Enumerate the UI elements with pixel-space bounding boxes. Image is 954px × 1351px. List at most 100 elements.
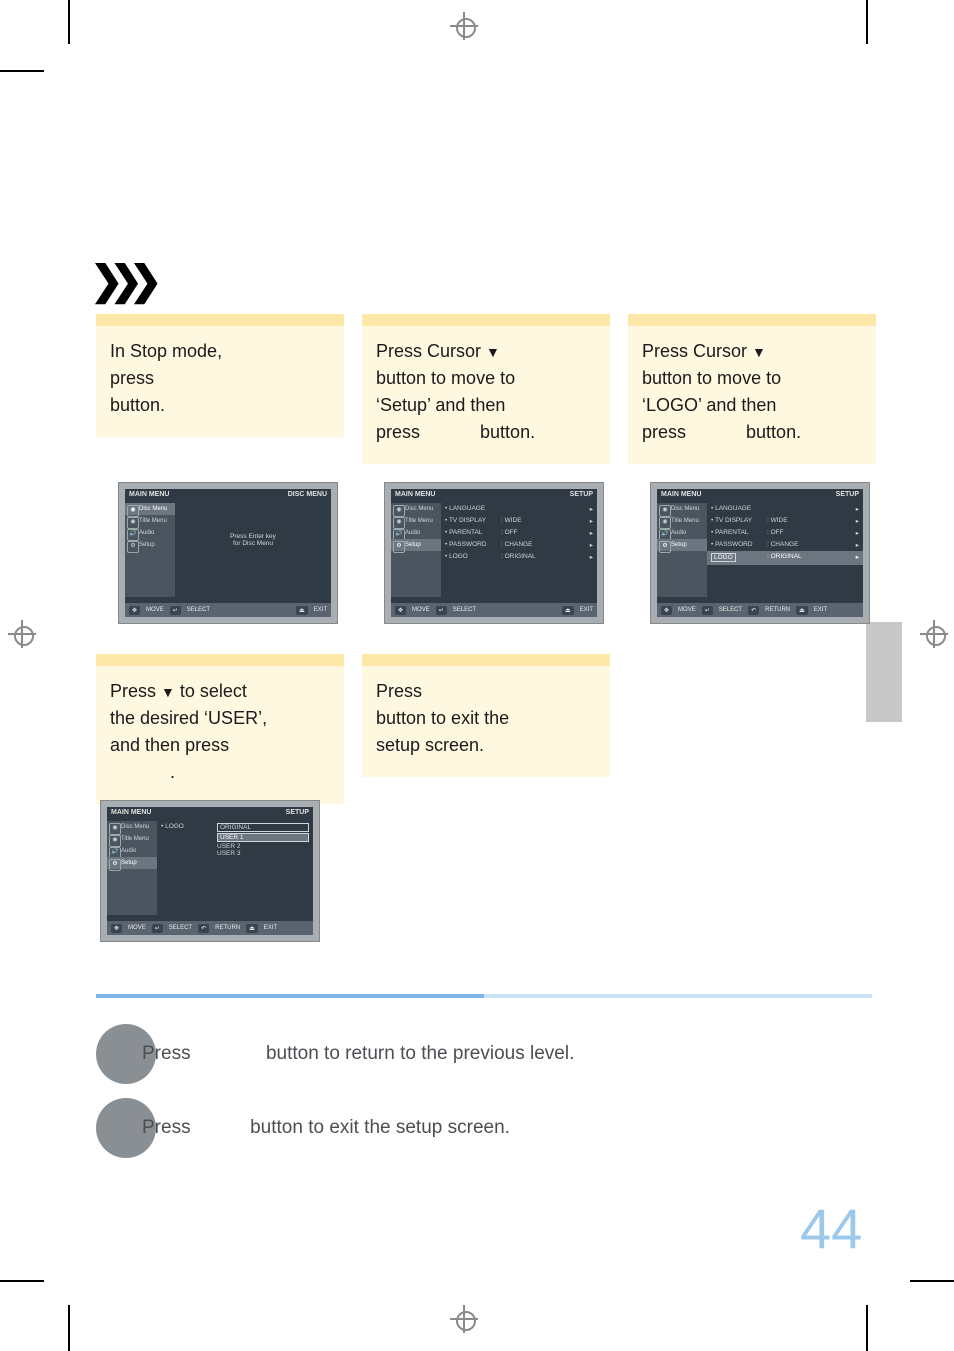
osd-row: • PASSWORD: CHANGE▸ <box>441 539 597 551</box>
info-text: Press button to return to the previous l… <box>138 1043 574 1065</box>
osd-side-title-menu: ◉Title Menu <box>657 515 707 527</box>
step-text: button. <box>110 392 330 419</box>
osd-option: USER 2 <box>217 843 309 850</box>
osd-sidebar: ◉Disc Menu ◉Title Menu 🔊Audio ⚙Setup <box>391 503 441 597</box>
crop-mark <box>866 1305 868 1351</box>
cursor-down-icon: ▼ <box>486 344 500 360</box>
osd-footer: ✥MOVE ↵SELECT ⏏EXIT <box>391 603 597 617</box>
osd-row: • LOGO ORIGINAL USER 1 USER 2 USER 3 <box>157 821 313 859</box>
step-text: press button. <box>642 419 862 446</box>
gear-icon: ⚙ <box>659 541 671 553</box>
osd-row-selected: LOGO : ORIGINAL ▸ <box>707 551 863 565</box>
osd-title: SETUP <box>286 809 309 816</box>
step-text: and then press <box>110 732 330 759</box>
osd-brand: MAIN MENU <box>395 491 435 498</box>
step-text: Press Cursor ▼ <box>376 338 596 365</box>
step-body: In Stop mode, press button. <box>96 326 344 437</box>
osd-sidebar: ◉Disc Menu ◉Title Menu 🔊Audio ⚙Setup <box>657 503 707 597</box>
step-body: Press Cursor ▼ button to move to ‘Setup’… <box>362 326 610 464</box>
osd-main: • LANGUAGE▸ • TV DISPLAY: WIDE▸ • PARENT… <box>707 503 863 597</box>
osd-exit-chip: ⏏ <box>796 606 808 615</box>
step-text: Press ▼ to select <box>110 678 330 705</box>
osd-title: SETUP <box>570 491 593 498</box>
osd-row: • PASSWORD: CHANGE▸ <box>707 539 863 551</box>
step-text: button to move to <box>376 365 596 392</box>
osd-footer: ✥MOVE ↵SELECT ⏏EXIT <box>125 603 331 617</box>
crop-mark <box>68 0 70 44</box>
osd-footer: ✥MOVE ↵SELECT ↶RETURN ⏏EXIT <box>107 921 313 935</box>
step-text: button to move to <box>642 365 862 392</box>
osd-message: Press Enter key <box>175 533 331 540</box>
gear-icon: ⚙ <box>127 541 139 553</box>
osd-move-chip: ✥ <box>111 924 122 933</box>
osd-sidebar: ◉Disc Menu ◉Title Menu 🔊Audio ⚙Setup <box>107 821 157 915</box>
gear-icon: ⚙ <box>393 541 405 553</box>
osd-side-disc-menu: ◉Disc Menu <box>125 503 175 515</box>
osd-side-disc-menu: ◉Disc Menu <box>391 503 441 515</box>
step-band <box>362 314 610 326</box>
osd-side-audio: 🔊Audio <box>107 845 157 857</box>
osd-row: • LANGUAGE▸ <box>441 503 597 515</box>
osd-move-chip: ✥ <box>395 606 406 615</box>
info-row-return: Press button to return to the previous l… <box>96 1024 872 1084</box>
osd-side-setup: ⚙Setup <box>125 539 175 551</box>
crop-mark <box>68 1305 70 1351</box>
registration-circle-icon <box>456 18 476 38</box>
step-band <box>96 314 344 326</box>
registration-circle-icon <box>926 626 946 646</box>
osd-select-chip: ↵ <box>436 606 447 615</box>
gear-icon: ⚙ <box>109 859 121 871</box>
step-text: the desired ‘USER’, <box>110 705 330 732</box>
osd-select-chip: ↵ <box>152 924 163 933</box>
step-band <box>362 654 610 666</box>
step-text: button to exit the <box>376 705 596 732</box>
registration-circle-icon <box>14 626 34 646</box>
crop-mark <box>910 1280 954 1282</box>
crop-mark <box>0 70 44 72</box>
osd-move-chip: ✥ <box>661 606 672 615</box>
step-text: Press <box>376 678 596 705</box>
osd-brand: MAIN MENU <box>111 809 151 816</box>
step-body: Press Cursor ▼ button to move to ‘LOGO’ … <box>628 326 876 464</box>
osd-side-disc-menu: ◉Disc Menu <box>657 503 707 515</box>
osd-exit-chip: ⏏ <box>296 606 308 615</box>
osd-screenshot-3: MAIN MENUSETUP ◉Disc Menu ◉Title Menu 🔊A… <box>650 482 870 624</box>
section-divider <box>96 994 872 998</box>
step-text: setup screen. <box>376 732 596 759</box>
registration-circle-icon <box>456 1311 476 1331</box>
osd-title: SETUP <box>836 491 859 498</box>
osd-exit-chip: ⏏ <box>562 606 574 615</box>
osd-message: for Disc Menu <box>175 540 331 547</box>
step-body: Press button to exit the setup screen. <box>362 666 610 777</box>
crop-mark <box>866 0 868 44</box>
osd-side-audio: 🔊Audio <box>657 527 707 539</box>
osd-screenshot-2: MAIN MENU SETUP ◉Disc Menu ◉Title Menu 🔊A… <box>384 482 604 624</box>
step-text: . <box>110 759 330 786</box>
step-text: ‘Setup’ and then <box>376 392 596 419</box>
osd-row: • TV DISPLAY: WIDE▸ <box>441 515 597 527</box>
osd-select-chip: ↵ <box>170 606 181 615</box>
cursor-down-icon: ▼ <box>161 684 175 700</box>
osd-side-audio: 🔊Audio <box>125 527 175 539</box>
osd-sidebar: ◉Disc Menu ◉Title Menu 🔊Audio ⚙Setup <box>125 503 175 597</box>
step-text: press button. <box>376 419 596 446</box>
step-3-panel: Press Cursor ▼ button to move to ‘LOGO’ … <box>628 314 876 464</box>
osd-side-setup: ⚙Setup <box>391 539 441 551</box>
osd-side-title-menu: ◉Title Menu <box>125 515 175 527</box>
osd-row: • LOGO: ORIGINAL▸ <box>441 551 597 563</box>
manual-page: ❯❯❯ In Stop mode, press button. Press Cu… <box>0 0 954 1351</box>
osd-screenshot-4: MAIN MENU SETUP ◉Disc Menu ◉Title Menu 🔊A… <box>100 800 320 942</box>
step-band <box>96 654 344 666</box>
osd-row: • TV DISPLAY: WIDE▸ <box>707 515 863 527</box>
osd-main: • LOGO ORIGINAL USER 1 USER 2 USER 3 <box>157 821 313 915</box>
osd-option-selected: USER 1 <box>217 833 309 842</box>
step-1-panel: In Stop mode, press button. <box>96 314 344 437</box>
osd-select-chip: ↵ <box>702 606 713 615</box>
osd-option: USER 3 <box>217 850 309 857</box>
step-text: In Stop mode, <box>110 338 330 365</box>
page-number: 44 <box>800 1196 862 1261</box>
step-2-panel: Press Cursor ▼ button to move to ‘Setup’… <box>362 314 610 464</box>
step-band <box>628 314 876 326</box>
osd-side-audio: 🔊Audio <box>391 527 441 539</box>
osd-main: • LANGUAGE▸ • TV DISPLAY: WIDE▸ • PARENT… <box>441 503 597 597</box>
